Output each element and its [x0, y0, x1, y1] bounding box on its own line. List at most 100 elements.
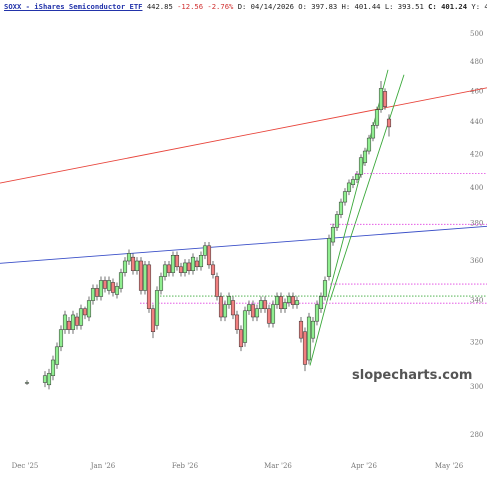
candle-body — [126, 253, 132, 262]
candle-body — [114, 286, 120, 295]
trendline — [0, 225, 487, 264]
candle-body — [82, 308, 88, 316]
y-tick-label: 320 — [470, 338, 483, 346]
candle-body — [46, 373, 52, 386]
candle-body — [270, 304, 276, 324]
candle-body — [98, 280, 104, 297]
candle-body — [194, 260, 200, 268]
candle-body — [362, 150, 368, 163]
candle-body — [66, 320, 72, 330]
candle-body — [210, 264, 216, 275]
candle-body — [342, 191, 348, 203]
candle-body — [202, 245, 208, 256]
y-tick-label: 480 — [470, 58, 483, 66]
candle-body — [266, 308, 272, 324]
candle-body — [50, 359, 56, 376]
candle-body — [102, 280, 108, 289]
candle-body — [310, 320, 316, 339]
candle-body — [374, 109, 380, 126]
y-tick-label: 380 — [470, 220, 483, 228]
candle-body — [142, 264, 148, 291]
candle-body — [110, 282, 116, 293]
candle-body — [146, 264, 152, 309]
candle-body — [250, 304, 256, 318]
candle-body — [90, 288, 96, 301]
candle-body — [302, 331, 308, 365]
candle-body — [358, 157, 364, 175]
candle-body — [94, 288, 100, 297]
trendline — [0, 87, 487, 184]
candle-body — [206, 245, 212, 266]
candle-body — [170, 255, 176, 273]
candle-body — [78, 308, 84, 326]
candle-body — [290, 296, 296, 305]
x-tick-label: Feb '26 — [172, 462, 199, 470]
candle-body — [198, 255, 204, 268]
candle-body — [134, 260, 140, 271]
candle-body — [150, 308, 156, 332]
x-tick-label: Apr '26 — [350, 462, 377, 470]
candle-body — [178, 266, 184, 273]
candle-body — [334, 214, 340, 228]
candle-body — [330, 226, 336, 243]
details: D: 04/14/2026 O: 397.83 H: 401.44 L: 393… — [237, 2, 424, 11]
candle-body — [190, 256, 196, 271]
candle-body — [154, 290, 160, 326]
candle-body — [186, 262, 192, 271]
candle-body — [338, 201, 344, 215]
candle-body — [246, 304, 252, 312]
candle-body — [378, 88, 384, 110]
candle-body — [218, 296, 224, 318]
y-tick-label: 280 — [470, 431, 483, 439]
y-tick-label: 300 — [470, 383, 483, 391]
candle-body — [350, 179, 356, 185]
y-tick-label: 400 — [470, 184, 483, 192]
candle-body — [322, 280, 328, 297]
candle-body — [258, 300, 264, 309]
candle-body — [222, 304, 228, 318]
watermark: slopecharts.com — [352, 368, 472, 383]
extra: Y: 466.47 — [471, 2, 487, 11]
y-tick-label: 500 — [470, 30, 483, 38]
candle-body — [86, 300, 92, 318]
y-tick-label: 440 — [470, 118, 483, 126]
candle-body — [314, 304, 320, 322]
candle-body — [166, 264, 172, 273]
x-tick-label: Jan '26 — [90, 462, 116, 470]
candle-body — [24, 382, 30, 384]
candle-body — [238, 329, 244, 348]
x-tick-label: May '26 — [435, 462, 464, 470]
y-tick-label: 420 — [470, 150, 483, 158]
candle-body — [346, 182, 352, 192]
candle-body — [294, 300, 300, 305]
candle-body — [158, 276, 164, 291]
y-tick-label: 340 — [470, 297, 483, 305]
candle-body — [226, 296, 232, 305]
candle-body — [254, 308, 260, 318]
x-tick-label: Mar '26 — [264, 462, 292, 470]
candle-body — [326, 238, 332, 277]
candle-body — [354, 174, 360, 180]
candle-body — [230, 300, 236, 316]
candle-body — [118, 272, 124, 289]
candle-body — [262, 300, 268, 309]
last-price: 442.85 — [146, 2, 173, 11]
candle-body — [242, 310, 248, 343]
candle-body — [370, 125, 376, 139]
header: SOXX - iShares Semiconductor ETF 442.85 … — [4, 2, 487, 11]
candle-body — [130, 256, 136, 271]
candle-body — [366, 137, 372, 152]
candle-body — [214, 276, 220, 297]
y-tick-label: 360 — [470, 257, 483, 265]
candle-body — [54, 346, 60, 365]
candle-body — [306, 316, 312, 361]
x-tick-label: Dec '25 — [12, 462, 39, 470]
candle-body — [386, 118, 392, 128]
candle-body — [42, 375, 48, 383]
candle-body — [162, 264, 168, 277]
candle-body — [106, 280, 112, 291]
candle-body — [182, 262, 188, 273]
symbol[interactable]: SOXX - iShares Semiconductor ETF — [4, 2, 143, 11]
